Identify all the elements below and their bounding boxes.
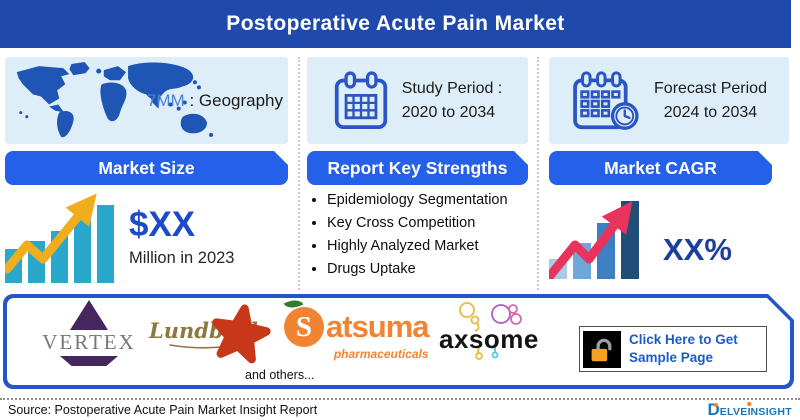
- column-divider: [537, 57, 539, 290]
- satsuma-logo: S atsuma pharmaceuticals: [284, 307, 429, 361]
- market-size-caption: Million in 2023: [129, 248, 235, 267]
- section-bar-label: Market CAGR: [604, 157, 717, 178]
- bar-chart-gold-arrow-icon: [5, 193, 114, 283]
- geography-highlight: 7MM: [146, 90, 185, 110]
- brand-initial: D: [707, 400, 720, 419]
- market-cagr-content: XX%: [549, 191, 789, 279]
- source-text: Source: Postoperative Acute Pain Market …: [8, 403, 318, 417]
- list-item: Epidemiology Segmentation: [327, 192, 528, 208]
- cta-line2: Sample Page: [629, 350, 714, 365]
- axsome-logo: axsome: [437, 300, 539, 366]
- geography-label: 7MM : Geography: [147, 91, 283, 111]
- companies-panel-inner: VERTEX Lundbeck S atsuma: [7, 298, 790, 385]
- column-divider: [298, 57, 300, 290]
- orange-fruit-icon: S: [284, 307, 324, 347]
- forecast-period-line2: 2024 to 2034: [663, 103, 758, 121]
- study-period-box: Study Period : 2020 to 2034: [307, 57, 528, 144]
- section-bar-market-size: Market Size: [5, 151, 288, 185]
- market-size-value: $XX: [129, 204, 196, 244]
- column-market-cagr: Forecast Period 2024 to 2034 Market CAGR: [549, 57, 789, 279]
- and-others-label: and others...: [245, 368, 315, 382]
- section-bar-report-strengths: Report Key Strengths: [307, 151, 528, 185]
- market-cagr-value: XX%: [663, 231, 732, 267]
- vertex-logo: VERTEX: [33, 300, 145, 366]
- column-report-strengths: Study Period : 2020 to 2034 Report Key S…: [307, 57, 528, 284]
- section-bar-label: Market Size: [98, 157, 195, 178]
- sample-page-button-label: Click Here to Get Sample Page: [629, 331, 738, 366]
- study-period-line2: 2020 to 2034: [401, 103, 496, 121]
- geography-rest: : Geography: [184, 90, 283, 110]
- satsuma-wordmark: S atsuma: [284, 307, 429, 347]
- open-padlock-icon: [589, 335, 615, 364]
- brand-i-orange-dot: I: [747, 406, 751, 418]
- satsuma-subtitle: pharmaceuticals: [333, 347, 429, 361]
- vertex-label: VERTEX: [42, 330, 136, 354]
- brand-elve: ELVE: [719, 406, 748, 418]
- world-map-icon: [16, 62, 214, 138]
- companies-panel: VERTEX Lundbeck S atsuma: [3, 294, 794, 389]
- column-market-size: 7MM : Geography Market Size: [5, 57, 288, 283]
- cta-line1: Click Here to Get: [629, 332, 738, 348]
- header: Postoperative Acute Pain Market: [0, 0, 791, 48]
- delveinsight-logo: D ELVE I NSIGHT: [707, 401, 792, 418]
- forecast-period-line1: Forecast Period: [654, 80, 767, 98]
- sample-page-button[interactable]: Click Here to Get Sample Page: [579, 326, 767, 372]
- study-period-line1: Study Period :: [401, 80, 503, 98]
- vertex-trapezoid-icon: [60, 356, 118, 366]
- calendar-icon: [334, 70, 387, 129]
- molecule-doodles-icon: [437, 300, 539, 364]
- forecast-period-label: Forecast Period 2024 to 2034: [654, 77, 767, 123]
- satsuma-label: atsuma: [326, 309, 429, 344]
- list-item: Key Cross Competition: [327, 215, 528, 231]
- report-strengths-list: Epidemiology Segmentation Key Cross Comp…: [307, 192, 528, 277]
- market-size-content: $XX Million in 2023: [5, 191, 288, 283]
- list-item: Highly Analyzed Market: [327, 238, 528, 254]
- section-bar-label: Report Key Strengths: [327, 157, 508, 178]
- brand-nsight: NSIGHT: [750, 406, 792, 418]
- starfish-icon: [207, 300, 273, 366]
- page-title: Postoperative Acute Pain Market: [226, 12, 565, 35]
- market-size-stat: $XX Million in 2023: [129, 207, 234, 268]
- vertex-triangle-icon: [70, 300, 108, 330]
- calendar-clock-icon: [573, 70, 639, 130]
- forecast-period-box: Forecast Period 2024 to 2034: [549, 57, 789, 144]
- axsome-label: axsome: [439, 324, 539, 354]
- study-period-label: Study Period : 2020 to 2034: [402, 77, 503, 123]
- lock-badge: [583, 331, 621, 368]
- satsuma-initial: S: [295, 310, 313, 343]
- footer-divider: [0, 398, 800, 400]
- list-item: Drugs Uptake: [327, 261, 528, 277]
- bar-chart-red-arrow-icon: [549, 201, 639, 279]
- geography-box: 7MM : Geography: [5, 57, 288, 144]
- section-bar-market-cagr: Market CAGR: [549, 151, 772, 185]
